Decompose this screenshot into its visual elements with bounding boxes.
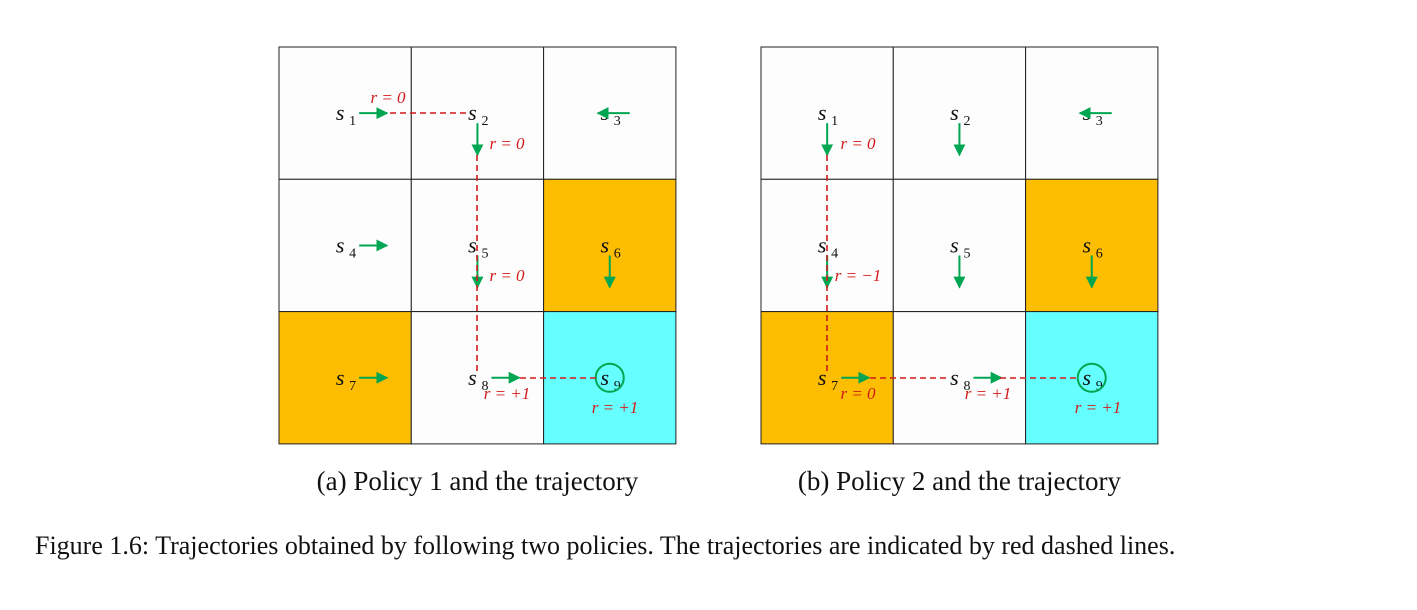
state-symbol: s <box>818 232 827 257</box>
grid-cell <box>892 178 1027 313</box>
state-symbol: s <box>468 100 477 125</box>
figure: s1s2s3s4s5s6s7s8s9r = 0r = 0r = 0r = +1r… <box>278 46 1159 496</box>
grid-cell <box>892 46 1027 180</box>
state-index: 9 <box>614 379 621 394</box>
stay-circle <box>1076 362 1107 393</box>
state-index: 3 <box>1096 114 1103 129</box>
state-index: 8 <box>481 379 488 394</box>
state-symbol: s <box>600 232 609 257</box>
grid-cell <box>278 178 412 313</box>
state-symbol: s <box>1082 365 1091 390</box>
grid-cell <box>278 311 412 445</box>
grid-cell <box>543 178 677 313</box>
state-index: 5 <box>481 246 488 261</box>
state-index: 6 <box>1096 246 1103 261</box>
reward-label: r = +1 <box>965 384 1012 403</box>
state-index: 6 <box>614 246 621 261</box>
reward-label: r = 0 <box>840 134 876 153</box>
state-index: 8 <box>963 379 970 394</box>
state-index: 5 <box>963 246 970 261</box>
state-index: 7 <box>349 379 356 394</box>
reward-label: r = 0 <box>489 266 525 285</box>
reward-label: r = +1 <box>1075 398 1122 417</box>
reward-label: r = 0 <box>840 384 876 403</box>
state-symbol: s <box>818 365 827 390</box>
reward-label: r = −1 <box>835 266 882 285</box>
figure-caption: Figure 1.6: Trajectories obtained by fol… <box>35 531 1176 560</box>
state-symbol: s <box>468 365 477 390</box>
state-symbol: s <box>336 232 345 257</box>
state-index: 2 <box>481 114 488 129</box>
state-index: 1 <box>831 114 838 129</box>
reward-label: r = 0 <box>370 88 406 107</box>
reward-label: r = +1 <box>592 398 639 417</box>
state-symbol: s <box>600 365 609 390</box>
state-index: 4 <box>831 246 838 261</box>
state-symbol: s <box>336 100 345 125</box>
state-index: 4 <box>349 246 356 261</box>
state-symbol: s <box>336 365 345 390</box>
state-symbol: s <box>950 365 959 390</box>
subcaption: (b) Policy 2 and the trajectory <box>798 466 1122 496</box>
reward-label: r = +1 <box>484 384 531 403</box>
state-symbol: s <box>950 232 959 257</box>
state-symbol: s <box>1082 232 1091 257</box>
state-index: 7 <box>831 379 838 394</box>
state-symbol: s <box>468 232 477 257</box>
reward-label: r = 0 <box>489 134 525 153</box>
grid-cell <box>1025 178 1159 313</box>
state-index: 9 <box>1096 379 1103 394</box>
state-symbol: s <box>818 100 827 125</box>
grid-cell <box>1025 311 1159 445</box>
state-symbol: s <box>950 100 959 125</box>
state-index: 3 <box>614 114 621 129</box>
grid-cell <box>278 46 412 180</box>
subcaption: (a) Policy 1 and the trajectory <box>317 466 639 496</box>
state-index: 1 <box>349 114 356 129</box>
state-index: 2 <box>963 114 970 129</box>
